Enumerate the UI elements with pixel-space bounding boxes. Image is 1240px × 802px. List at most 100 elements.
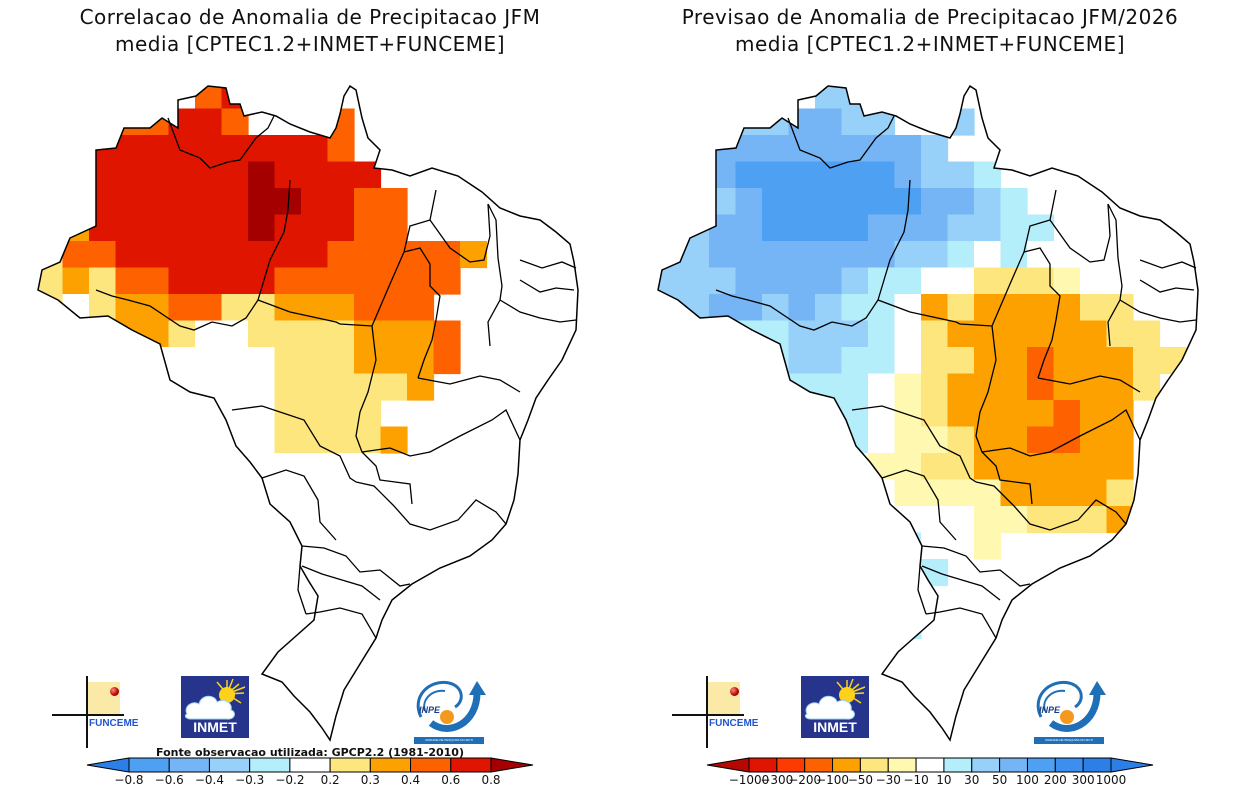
grid-cell (788, 241, 816, 269)
grid-cell (354, 426, 382, 454)
grid-cell (947, 400, 975, 428)
state-border (851, 405, 977, 483)
grid-cell (115, 400, 143, 428)
grid-cell (301, 161, 329, 189)
grid-cell (1080, 347, 1108, 375)
grid-cell (221, 506, 249, 534)
grid-cell (115, 108, 143, 136)
colorbar-low-arrow (706, 757, 750, 773)
state-border (403, 247, 441, 379)
grid-cell (168, 453, 196, 481)
grid-cell (709, 347, 737, 375)
colorbar-segment (1026, 757, 1056, 773)
colorbar-tick-label: 30 (964, 773, 979, 787)
correlation-map (37, 84, 579, 742)
state-border (975, 325, 1033, 505)
grid-cell (221, 267, 249, 295)
grid-cell (815, 241, 843, 269)
observation-source-note: Fonte observacao utilizada: GPCP2.2 (198… (156, 746, 464, 759)
grid-cell (735, 241, 763, 269)
grid-cell (221, 188, 249, 216)
grid-cell (735, 426, 763, 454)
state-border (715, 179, 911, 331)
correlation-title-line1: Correlacao de Anomalia de Precipitacao J… (79, 5, 541, 29)
grid-cell (274, 241, 302, 269)
grid-cell (841, 161, 869, 189)
grid-cell (407, 320, 435, 348)
grid-cell (248, 294, 276, 322)
grid-cell (921, 347, 949, 375)
grid-cell (1053, 426, 1081, 454)
grid-cell (947, 161, 975, 189)
correlation-colorbar: −0.8 −0.6 −0.4 −0.3 −0.2 0.2 0.3 0.4 0.6 0.8 (86, 757, 534, 787)
grid-cell (815, 612, 843, 640)
grid-cell (735, 188, 763, 216)
colorbar-tick-label: 0.8 (481, 773, 500, 787)
grid-cell (142, 426, 170, 454)
grid-cell (947, 426, 975, 454)
grid-cell (89, 241, 117, 269)
colorbar-segment (971, 757, 1001, 773)
grid-cell (709, 188, 737, 216)
grid-cell (1106, 426, 1134, 454)
state-border (361, 409, 521, 457)
grid-cell (301, 188, 329, 216)
colorbar-segment (804, 757, 834, 773)
grid-cell (1080, 294, 1108, 322)
grid-cell (248, 241, 276, 269)
grid-cell (248, 373, 276, 401)
grid-cell (115, 267, 143, 295)
grid-cell (380, 373, 408, 401)
grid-cell (762, 135, 790, 163)
state-border (519, 259, 577, 269)
grid-cell (788, 400, 816, 428)
colorbar-tick-label: −30 (876, 773, 901, 787)
grid-cell (433, 320, 461, 348)
inmet-logo-text: INMET (193, 719, 237, 735)
inpe-logo: INPE UNIDADE DE PESQUISA DO MCTI (411, 675, 491, 747)
grid-cell (894, 320, 922, 348)
grid-cell (894, 135, 922, 163)
grid-cell (195, 347, 223, 375)
grid-cell (301, 347, 329, 375)
grid-cell (815, 294, 843, 322)
inpe-logo-text: INPE (1039, 705, 1061, 715)
colorbar-segment (1082, 757, 1112, 773)
grid-cell (1106, 506, 1134, 534)
grid-cell (62, 188, 90, 216)
grid-cell (89, 267, 117, 295)
grid-cell (89, 188, 117, 216)
grid-cell (682, 188, 710, 216)
grid-cell (221, 214, 249, 242)
grid-cell (1133, 347, 1161, 375)
grid-cell (947, 479, 975, 507)
grid-cell (380, 188, 408, 216)
grid-cell (947, 347, 975, 375)
grid-cell (168, 426, 196, 454)
grid-cell (1000, 400, 1028, 428)
country-border (657, 84, 1199, 742)
grid-cell (221, 294, 249, 322)
grid-cell (433, 267, 461, 295)
grid-cell (221, 86, 249, 110)
grid-cell (868, 135, 896, 163)
grid-cell (735, 214, 763, 242)
colorbar-tick-label: −0.4 (195, 773, 224, 787)
grid-cell (841, 638, 869, 666)
grid-cell (921, 506, 949, 534)
grid-cell (89, 373, 117, 401)
inpe-arrow-icon: INPE (416, 680, 486, 732)
grid-cell (142, 135, 170, 163)
inpe-logo-text: INPE (419, 705, 441, 715)
grid-cell (1000, 347, 1028, 375)
grid-cell (788, 585, 816, 613)
grid-cell (142, 267, 170, 295)
state-border (1049, 203, 1111, 263)
grid-cell (762, 320, 790, 348)
grid-cell (62, 214, 90, 242)
grid-cell (841, 453, 869, 481)
grid-cell (354, 214, 382, 242)
grid-cell (1080, 320, 1108, 348)
grid-cell (894, 267, 922, 295)
grid-cell (788, 426, 816, 454)
